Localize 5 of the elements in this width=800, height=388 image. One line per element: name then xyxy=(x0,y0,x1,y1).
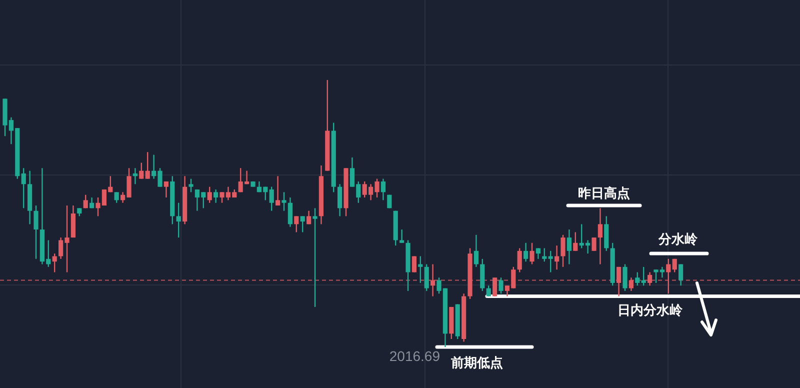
ref-line-label: 分水岭 xyxy=(658,232,698,247)
ref-line-label: 日内分水岭 xyxy=(618,302,684,318)
ref-line-label: 前期低点 xyxy=(450,355,503,370)
ref-line-label: 昨日高点 xyxy=(578,185,630,200)
text: 2016.69 xyxy=(389,348,440,364)
